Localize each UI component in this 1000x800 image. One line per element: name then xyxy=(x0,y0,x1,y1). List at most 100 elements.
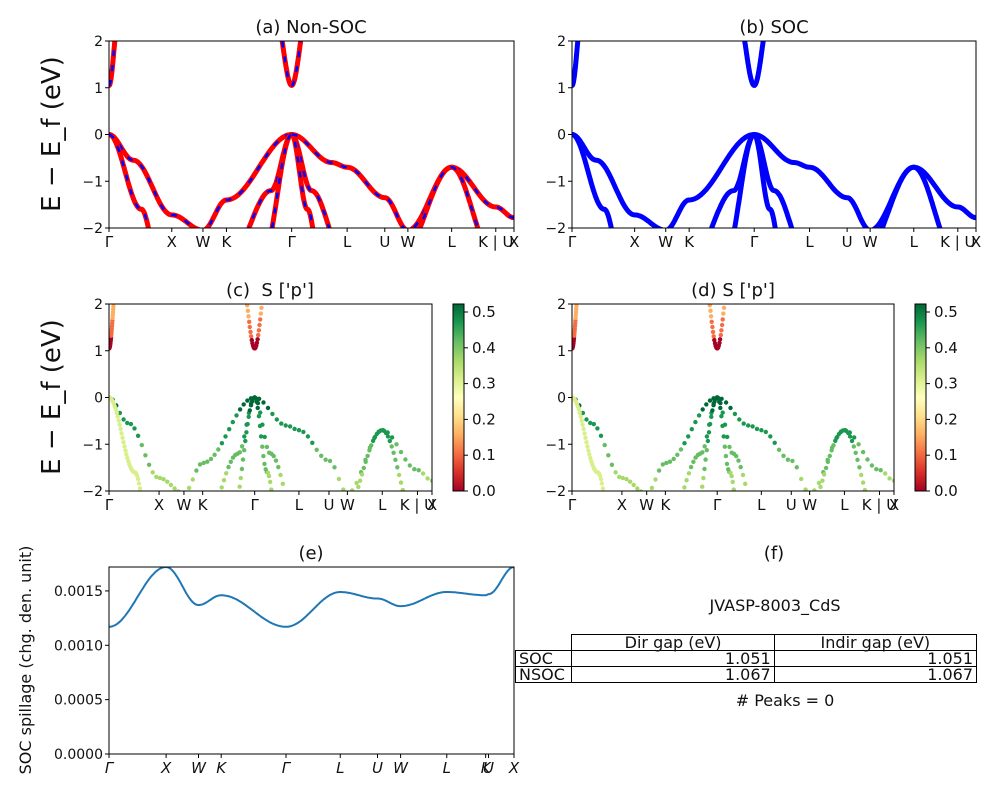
y-tick-label: 0 xyxy=(557,391,566,407)
band-point xyxy=(143,453,148,458)
band-point xyxy=(246,414,251,419)
band-point xyxy=(624,477,629,482)
band-point xyxy=(708,314,714,319)
band-point xyxy=(682,441,687,446)
y-tick-label: −2 xyxy=(545,484,566,500)
band-point xyxy=(245,421,250,427)
band-point xyxy=(855,457,860,462)
band-point xyxy=(620,475,625,481)
x-tick-label: Γ xyxy=(105,233,114,251)
band-point xyxy=(115,274,119,278)
band-point xyxy=(339,517,343,521)
band-point xyxy=(223,434,228,439)
band-point xyxy=(686,471,692,476)
band-point xyxy=(208,456,214,462)
y-tick-label: 0.0010 xyxy=(54,638,103,654)
band-line-dashed xyxy=(291,133,514,228)
band-point xyxy=(820,478,825,483)
band-point xyxy=(580,410,586,416)
band-point xyxy=(734,453,739,459)
band-point xyxy=(678,499,682,503)
band-point xyxy=(237,450,242,455)
band-lines xyxy=(572,41,976,228)
band-point xyxy=(359,472,365,477)
x-tick-label: W xyxy=(802,496,817,514)
band-point xyxy=(233,510,237,514)
band-point xyxy=(702,466,707,472)
band-point xyxy=(168,482,174,488)
x-tick-label: U xyxy=(483,759,494,777)
y-tick-label: 2 xyxy=(94,34,103,50)
band-point xyxy=(599,481,605,486)
band-point xyxy=(120,435,125,440)
band-point xyxy=(700,484,705,489)
band-point xyxy=(275,517,279,521)
band-point xyxy=(232,514,236,518)
band-point xyxy=(578,414,583,419)
band-point xyxy=(356,484,361,490)
band-point xyxy=(869,463,875,468)
band-point xyxy=(245,398,250,403)
band-point xyxy=(715,395,720,400)
band-point xyxy=(605,507,609,511)
band-point xyxy=(575,299,579,303)
band-line xyxy=(417,164,481,228)
band-point xyxy=(398,480,404,485)
colorbar-tick-label: 0.4 xyxy=(472,339,496,357)
band-point xyxy=(114,410,120,416)
band-point xyxy=(721,305,727,310)
x-tick-label: Γ xyxy=(750,233,759,251)
band-point xyxy=(114,277,118,281)
x-tick-label: U xyxy=(786,496,797,514)
band-point xyxy=(259,305,264,310)
band-point xyxy=(172,486,177,491)
band-point xyxy=(577,275,581,279)
band-point xyxy=(235,500,239,504)
band-point xyxy=(230,517,234,521)
band-point xyxy=(857,465,862,470)
band-point xyxy=(256,396,262,401)
band-point xyxy=(231,516,235,520)
y-tick-label: 2 xyxy=(557,34,566,50)
band-point xyxy=(862,487,868,491)
band-point xyxy=(341,487,346,491)
band-point xyxy=(706,430,712,435)
band-point xyxy=(144,514,148,518)
x-tick-label: X xyxy=(427,496,437,514)
band-point xyxy=(577,276,581,280)
band-point xyxy=(722,444,727,449)
band-point xyxy=(290,512,294,516)
band-point xyxy=(682,485,687,490)
band-point xyxy=(694,514,698,518)
band-point xyxy=(206,516,210,520)
ylabel-top: E − E_f (eV) xyxy=(37,56,67,212)
band-point xyxy=(122,444,127,449)
band-point xyxy=(201,460,206,466)
band-point xyxy=(271,453,276,459)
band-point xyxy=(240,457,246,462)
band-point xyxy=(296,428,302,433)
band-point xyxy=(734,504,738,508)
band-point xyxy=(709,319,714,324)
band-point xyxy=(208,514,212,518)
band-point xyxy=(283,423,288,428)
band-point xyxy=(134,473,140,478)
band-point xyxy=(710,329,716,335)
x-tick-label: U xyxy=(372,759,383,777)
band-point xyxy=(416,468,421,473)
band-point xyxy=(276,464,281,470)
band-point xyxy=(660,462,665,467)
band-point xyxy=(150,470,155,475)
band-point xyxy=(878,468,883,473)
band-point xyxy=(123,448,128,453)
band-point xyxy=(186,485,192,491)
band-point xyxy=(398,449,404,455)
x-tick-label: U xyxy=(379,233,390,251)
x-tick-label: X xyxy=(160,759,172,777)
band-point xyxy=(763,429,768,435)
band-point xyxy=(240,274,244,278)
band-point xyxy=(750,506,754,510)
band-point xyxy=(212,452,217,457)
x-tick-label: W xyxy=(658,233,673,251)
